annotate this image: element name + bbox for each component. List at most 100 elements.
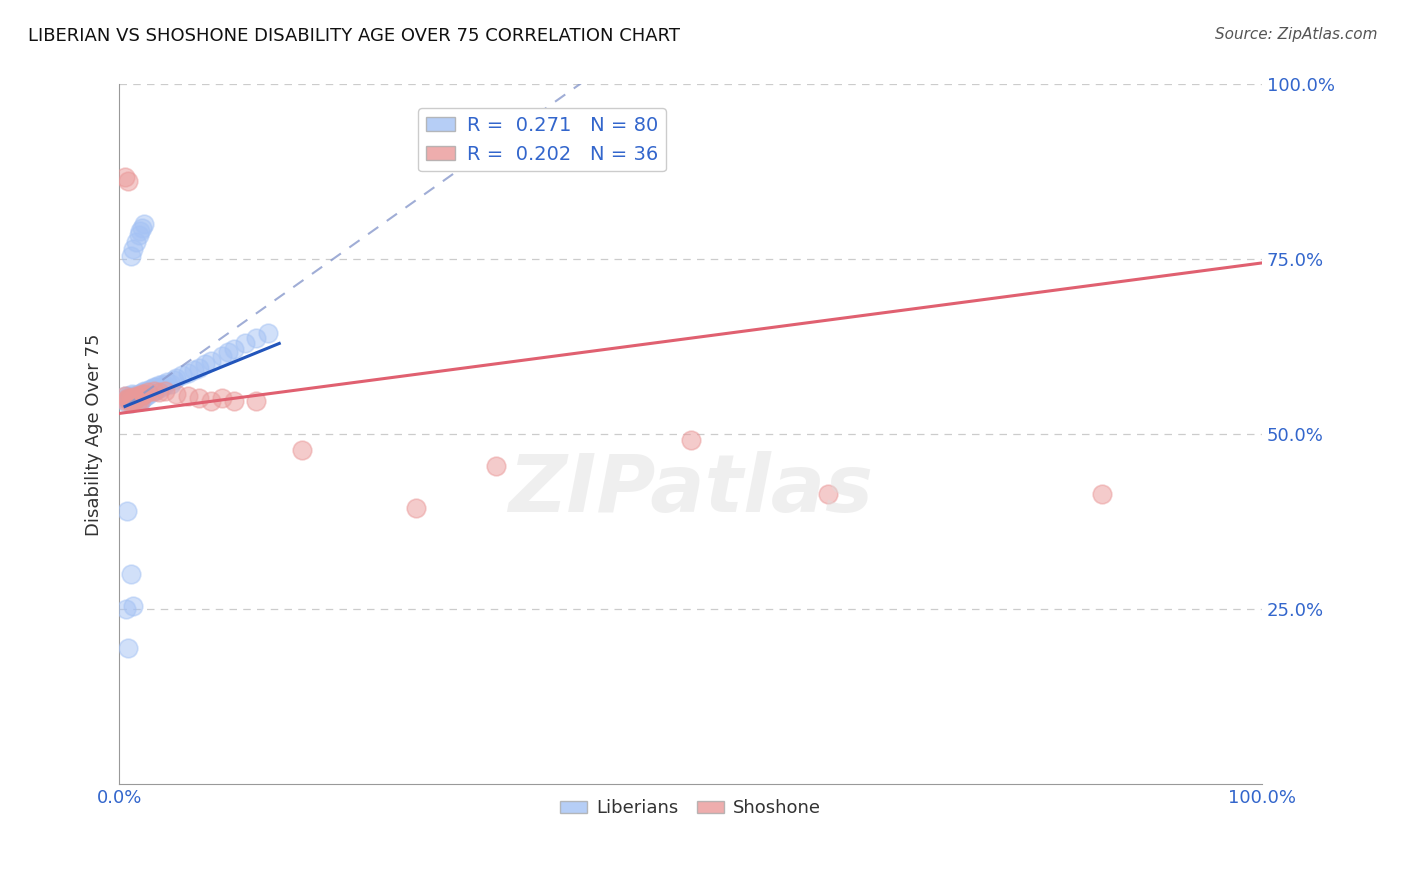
Point (125, 389, 148, 403)
Text: ZIPatlas: ZIPatlas (508, 451, 873, 530)
Point (122, 389, 145, 403)
Point (114, 169, 136, 184)
Point (222, 342, 245, 356)
Point (118, 393, 141, 408)
Point (150, 380, 173, 394)
Point (200, 354, 222, 368)
Point (129, 389, 152, 403)
Point (122, 242, 145, 256)
Point (129, 393, 152, 408)
Point (163, 373, 186, 387)
Point (233, 336, 256, 351)
Point (183, 363, 205, 377)
Point (135, 389, 157, 403)
Point (200, 393, 222, 408)
Point (117, 396, 139, 410)
Point (117, 391, 139, 405)
Y-axis label: Disability Age Over 75: Disability Age Over 75 (86, 334, 103, 536)
Point (132, 385, 155, 400)
Point (172, 368, 194, 382)
Point (165, 387, 187, 401)
Point (124, 392, 146, 407)
Point (128, 393, 150, 408)
Point (121, 391, 143, 405)
Point (141, 382, 163, 396)
Legend: Liberians, Shoshone: Liberians, Shoshone (553, 792, 828, 824)
Point (122, 391, 145, 405)
Point (194, 358, 217, 372)
Point (405, 500, 427, 515)
Point (114, 389, 136, 403)
Point (139, 382, 162, 396)
Point (211, 349, 233, 363)
Point (145, 380, 167, 394)
Point (188, 360, 211, 375)
Point (222, 393, 245, 408)
Point (135, 385, 157, 400)
Point (134, 384, 156, 398)
Point (131, 392, 153, 407)
Point (120, 567, 142, 582)
Text: Source: ZipAtlas.com: Source: ZipAtlas.com (1215, 27, 1378, 42)
Point (118, 391, 141, 405)
Point (117, 392, 139, 407)
Point (142, 380, 165, 394)
Point (485, 458, 508, 473)
Point (146, 382, 169, 396)
Point (136, 385, 159, 400)
Point (159, 377, 181, 392)
Point (142, 384, 165, 398)
Point (131, 387, 153, 401)
Point (121, 393, 143, 408)
Point (124, 391, 146, 405)
Point (177, 366, 200, 380)
Point (121, 393, 143, 408)
Point (211, 391, 233, 405)
Point (291, 442, 314, 457)
Point (122, 390, 145, 404)
Point (128, 389, 150, 403)
Point (120, 389, 142, 403)
Point (117, 640, 139, 655)
Point (152, 377, 174, 392)
Point (134, 218, 156, 232)
Point (115, 393, 138, 408)
Point (115, 602, 138, 616)
Point (117, 504, 139, 518)
Point (153, 384, 176, 398)
Point (128, 224, 150, 238)
Point (128, 392, 150, 407)
Point (125, 235, 148, 249)
Point (153, 378, 176, 392)
Point (177, 389, 200, 403)
Point (148, 378, 170, 392)
Point (120, 249, 142, 263)
Point (122, 393, 145, 408)
Point (245, 393, 267, 408)
Point (114, 389, 136, 403)
Point (132, 391, 155, 405)
Point (817, 487, 839, 501)
Point (120, 396, 142, 410)
Point (134, 387, 156, 401)
Point (135, 387, 157, 401)
Point (138, 387, 160, 401)
Point (165, 371, 187, 385)
Point (148, 385, 170, 400)
Point (127, 392, 149, 407)
Point (117, 392, 139, 407)
Point (156, 375, 179, 389)
Point (136, 384, 159, 398)
Text: LIBERIAN VS SHOSHONE DISABILITY AGE OVER 75 CORRELATION CHART: LIBERIAN VS SHOSHONE DISABILITY AGE OVER… (28, 27, 681, 45)
Point (124, 389, 146, 403)
Point (115, 392, 138, 407)
Point (127, 393, 149, 408)
Point (128, 227, 150, 242)
Point (217, 344, 239, 359)
Point (122, 599, 145, 613)
Point (117, 389, 139, 403)
Point (679, 433, 702, 447)
Point (120, 392, 142, 407)
Point (117, 174, 139, 188)
Point (128, 387, 150, 401)
